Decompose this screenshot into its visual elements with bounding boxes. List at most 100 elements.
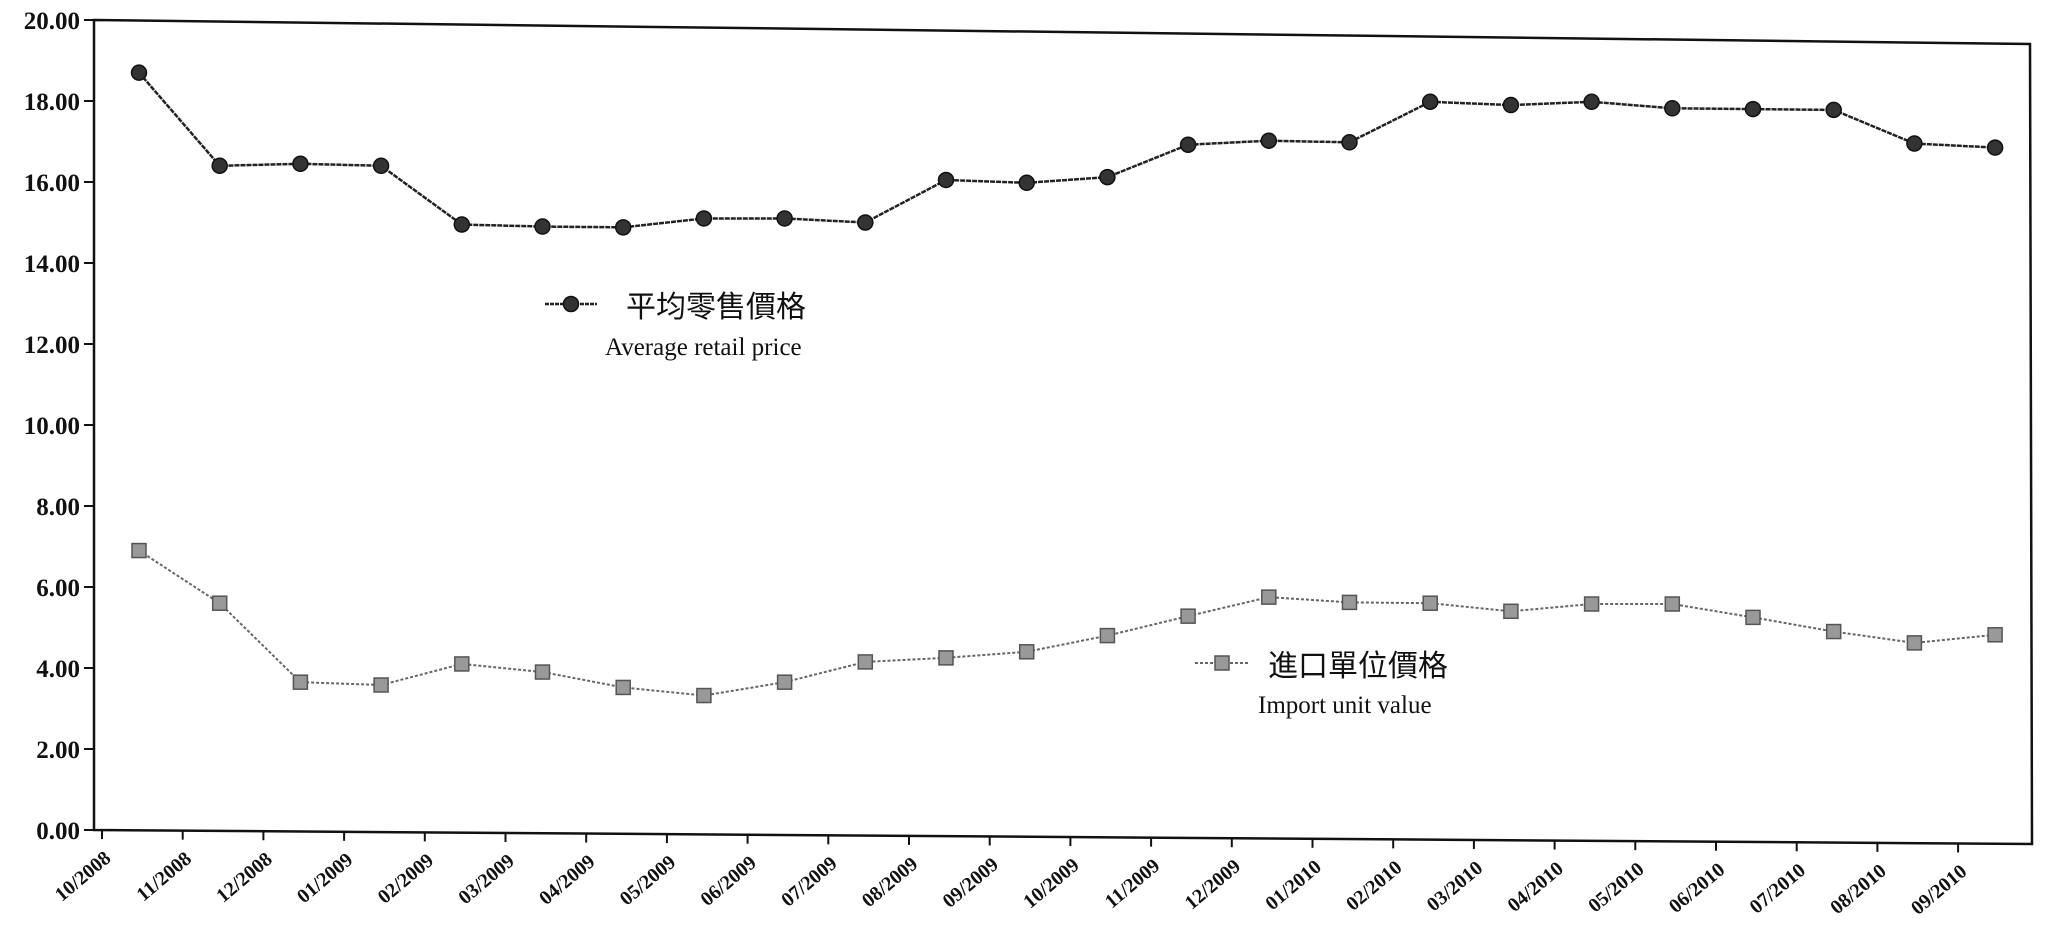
x-tick-label: 07/2010 xyxy=(1746,859,1810,918)
data-point-import xyxy=(1987,627,2003,643)
data-point-retail xyxy=(614,219,632,236)
data-point-retail xyxy=(292,155,309,173)
data-point-import xyxy=(857,654,874,670)
data-point-retail xyxy=(1502,96,1520,114)
x-tick-label: 03/2009 xyxy=(454,850,518,909)
x-tick-label: 06/2009 xyxy=(696,852,760,911)
x-tick-label: 02/2010 xyxy=(1342,856,1406,915)
series-lines xyxy=(130,64,2004,704)
data-point-retail xyxy=(130,64,148,81)
legend-label-retail-en: Average retail price xyxy=(605,334,802,361)
x-tick-label: 04/2010 xyxy=(1503,858,1567,917)
x-tick-label: 03/2010 xyxy=(1423,857,1487,916)
x-tick-label: 08/2009 xyxy=(858,853,922,912)
x-tick-label: 12/2008 xyxy=(212,848,276,907)
data-point-import xyxy=(1180,608,1196,624)
y-axis-ticks: 0.00 2.00 4.00 6.00 8.00 10.00 12.00 14.00 16.00… xyxy=(24,8,94,845)
data-point-retail xyxy=(1583,93,1600,111)
x-tick-label: 09/2009 xyxy=(939,853,1003,912)
data-point-retail xyxy=(1744,100,1762,118)
y-tick-label: 20.00 xyxy=(24,8,80,35)
series-line-retail xyxy=(138,71,1996,229)
y-tick-label: 16.00 xyxy=(24,170,80,197)
data-point-import xyxy=(1825,623,1842,640)
data-point-retail xyxy=(1341,134,1358,151)
data-point-retail xyxy=(211,157,228,175)
data-point-retail xyxy=(1421,93,1439,111)
data-point-import xyxy=(776,674,793,690)
data-point-import xyxy=(1018,644,1035,660)
y-tick-label: 12.00 xyxy=(24,332,80,359)
y-tick-label: 10.00 xyxy=(24,413,80,440)
x-tick-label: 09/2010 xyxy=(1907,860,1971,919)
data-point-retail xyxy=(1018,174,1035,192)
x-tick-label: 01/2009 xyxy=(293,849,357,908)
data-point-import xyxy=(1261,589,1277,605)
data-point-retail xyxy=(937,171,955,189)
series-line-import xyxy=(138,549,1996,697)
data-point-retail xyxy=(1664,100,1681,117)
data-point-retail xyxy=(534,218,551,235)
y-tick-label: 18.00 xyxy=(24,89,80,116)
data-point-retail xyxy=(776,210,793,227)
y-tick-label: 2.00 xyxy=(36,737,80,764)
legend-label-import-en: Import unit value xyxy=(1258,692,1432,719)
data-point-import xyxy=(938,650,954,666)
plot-frame xyxy=(92,18,2034,846)
data-point-retail xyxy=(695,210,713,227)
x-tick-label: 04/2009 xyxy=(535,851,599,910)
data-point-retail xyxy=(1986,139,2004,156)
x-tick-label: 05/2010 xyxy=(1584,858,1648,917)
data-point-import xyxy=(1422,595,1438,611)
data-point-retail xyxy=(372,157,390,175)
data-point-import xyxy=(1664,596,1681,612)
legend-marker-import xyxy=(1214,655,1230,671)
x-tick-label: 10/2008 xyxy=(51,847,115,906)
data-point-import xyxy=(534,664,551,680)
legend-average-retail-price: 平均零售價格 Average retail price xyxy=(545,290,806,361)
x-tick-label: 11/2009 xyxy=(1101,855,1165,913)
data-point-import xyxy=(1583,596,1600,612)
legend-marker-retail xyxy=(562,295,580,313)
data-point-import xyxy=(1745,609,1761,626)
x-tick-label: 11/2008 xyxy=(132,848,196,906)
legend-label-retail-cn: 平均零售價格 xyxy=(626,290,806,325)
y-tick-label: 0.00 xyxy=(36,818,80,845)
x-tick-label: 02/2009 xyxy=(374,849,438,908)
data-point-import xyxy=(1906,635,1923,651)
data-point-import xyxy=(373,677,389,693)
data-point-import xyxy=(1341,594,1358,611)
y-tick-label: 14.00 xyxy=(24,251,80,278)
data-point-import xyxy=(454,656,470,672)
data-point-import xyxy=(292,674,309,690)
y-tick-label: 4.00 xyxy=(36,656,80,683)
x-tick-label: 05/2009 xyxy=(616,851,680,910)
x-tick-label: 10/2009 xyxy=(1019,854,1083,913)
axes xyxy=(92,18,2034,846)
x-tick-label: 12/2009 xyxy=(1181,855,1245,914)
data-point-retail xyxy=(857,214,874,231)
data-point-retail xyxy=(1906,135,1923,152)
data-point-retail xyxy=(1179,136,1197,153)
data-point-import xyxy=(615,679,631,696)
y-tick-label: 6.00 xyxy=(36,575,80,602)
x-tick-label: 07/2009 xyxy=(777,852,841,911)
data-point-retail xyxy=(1260,132,1278,149)
legend-label-import-cn: 進口單位價格 xyxy=(1268,649,1448,684)
data-point-retail xyxy=(1825,101,1842,119)
data-point-retail xyxy=(1099,168,1116,186)
x-tick-label: 06/2010 xyxy=(1665,859,1729,918)
x-tick-label: 01/2010 xyxy=(1261,856,1325,915)
y-tick-label: 8.00 xyxy=(36,494,80,521)
data-point-import xyxy=(1503,603,1519,620)
x-axis-ticks: 10/2008 11/2008 12/2008 01/2009 02/2009 03/20… xyxy=(51,830,1971,919)
data-point-import xyxy=(131,542,147,559)
data-point-import xyxy=(696,687,712,704)
x-tick-label: 08/2010 xyxy=(1826,860,1890,919)
data-point-retail xyxy=(453,216,471,233)
data-point-import xyxy=(211,595,228,611)
data-point-import xyxy=(1099,627,1116,644)
legend-import-unit-value: 進口單位價格 Import unit value xyxy=(1195,649,1448,719)
